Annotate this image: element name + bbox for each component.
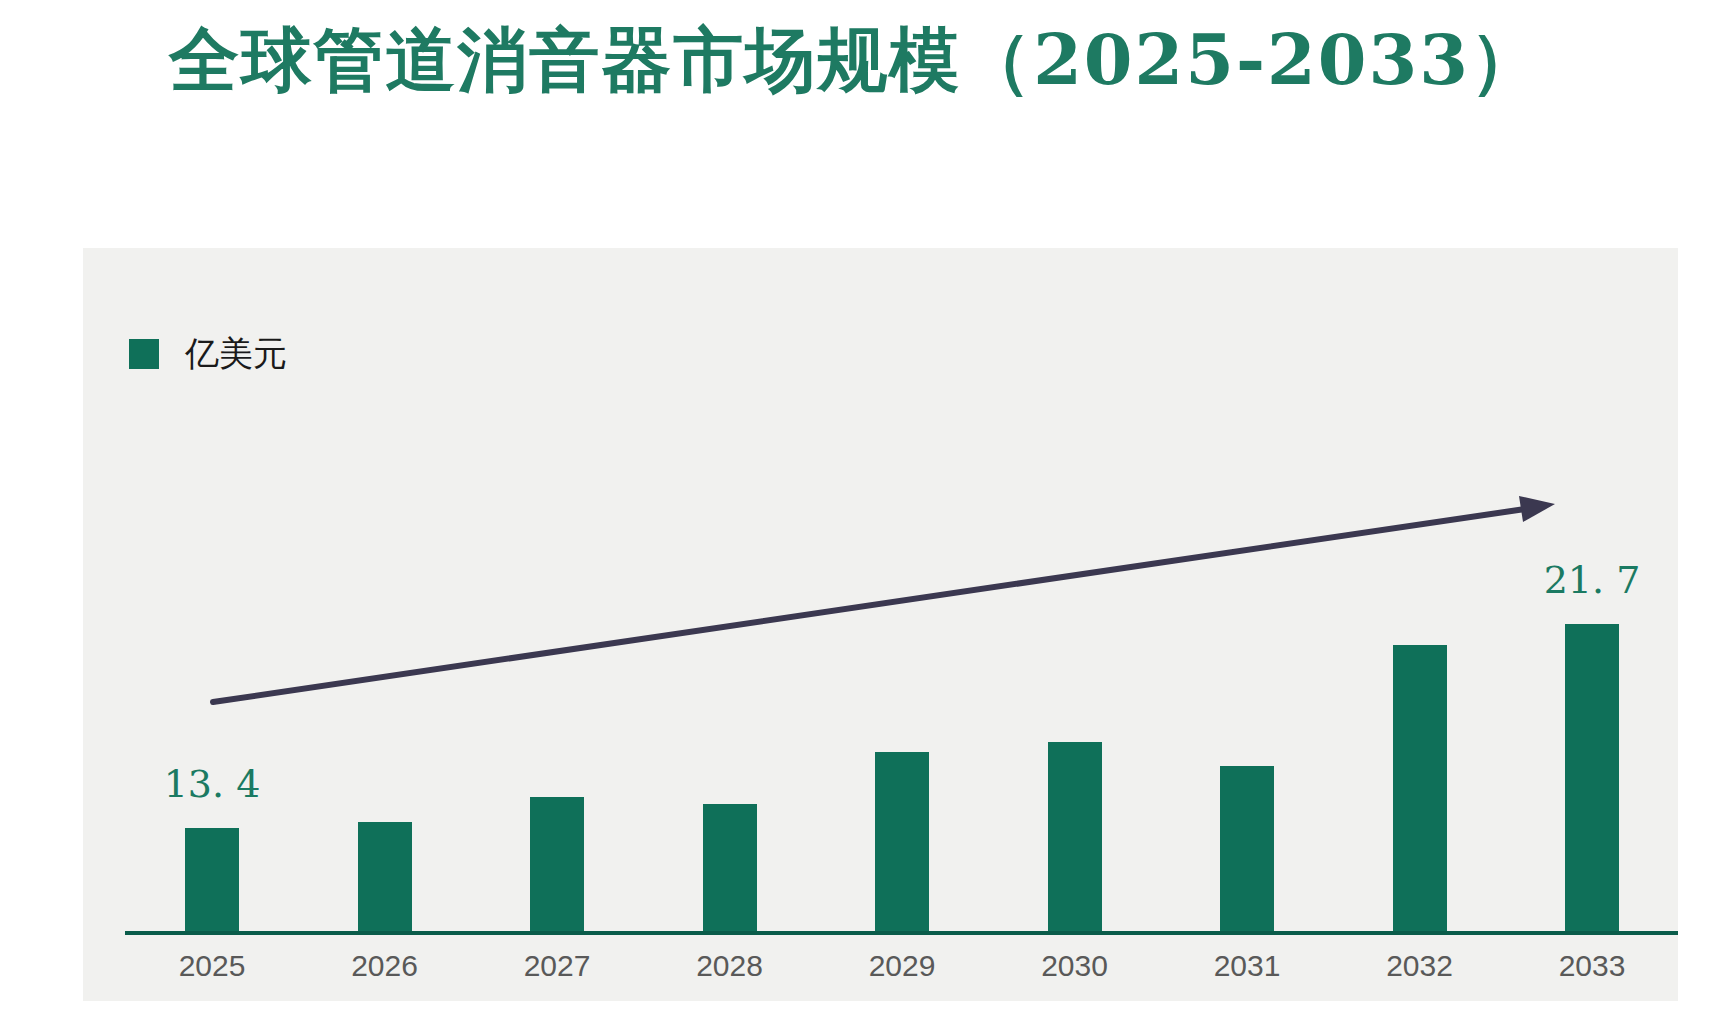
bar-2027 <box>530 797 584 931</box>
x-tick-label-2032: 2032 <box>1350 949 1490 983</box>
bar-2028 <box>703 804 757 931</box>
trend-arrow-line <box>213 509 1525 702</box>
bar-2030 <box>1048 742 1102 931</box>
value-label-2025: 13. 4 <box>92 762 332 806</box>
x-tick-label-2031: 2031 <box>1177 949 1317 983</box>
bar-2026 <box>358 822 412 931</box>
bar-2025 <box>185 828 239 931</box>
x-tick-label-2033: 2033 <box>1522 949 1662 983</box>
x-tick-label-2027: 2027 <box>487 949 627 983</box>
plot-area: 亿美元 202520262027202820292030203120322033… <box>83 248 1678 1001</box>
x-tick-label-2026: 2026 <box>315 949 455 983</box>
bar-2033 <box>1565 624 1619 931</box>
x-tick-label-2030: 2030 <box>1005 949 1145 983</box>
x-axis-line <box>125 931 1678 935</box>
bar-2032 <box>1393 645 1447 931</box>
trend-arrow-head <box>1519 496 1555 522</box>
bar-2029 <box>875 752 929 931</box>
value-label-2033: 21. 7 <box>1472 558 1711 602</box>
chart-canvas: 全球管道消音器市场规模（2025-2033） 亿美元 2025202620272… <box>0 0 1711 1021</box>
x-tick-label-2028: 2028 <box>660 949 800 983</box>
bar-2031 <box>1220 766 1274 931</box>
x-tick-label-2029: 2029 <box>832 949 972 983</box>
x-tick-label-2025: 2025 <box>142 949 282 983</box>
chart-title: 全球管道消音器市场规模（2025-2033） <box>0 14 1711 108</box>
